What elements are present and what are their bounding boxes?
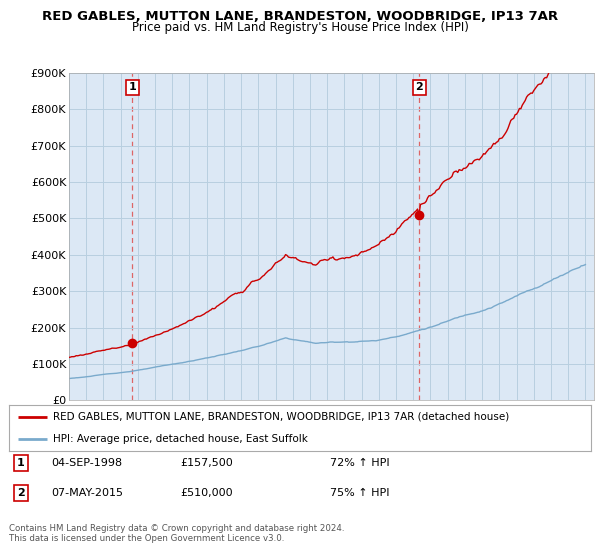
Text: HPI: Average price, detached house, East Suffolk: HPI: Average price, detached house, East… — [53, 434, 308, 444]
Text: 2: 2 — [415, 82, 423, 92]
Text: 1: 1 — [128, 82, 136, 92]
Text: 75% ↑ HPI: 75% ↑ HPI — [330, 488, 389, 498]
Text: RED GABLES, MUTTON LANE, BRANDESTON, WOODBRIDGE, IP13 7AR (detached house): RED GABLES, MUTTON LANE, BRANDESTON, WOO… — [53, 412, 509, 422]
Text: £157,500: £157,500 — [180, 458, 233, 468]
Text: £510,000: £510,000 — [180, 488, 233, 498]
Text: Price paid vs. HM Land Registry's House Price Index (HPI): Price paid vs. HM Land Registry's House … — [131, 21, 469, 34]
Text: 72% ↑ HPI: 72% ↑ HPI — [330, 458, 389, 468]
Text: 07-MAY-2015: 07-MAY-2015 — [51, 488, 123, 498]
Text: RED GABLES, MUTTON LANE, BRANDESTON, WOODBRIDGE, IP13 7AR: RED GABLES, MUTTON LANE, BRANDESTON, WOO… — [42, 10, 558, 23]
Text: Contains HM Land Registry data © Crown copyright and database right 2024.
This d: Contains HM Land Registry data © Crown c… — [9, 524, 344, 543]
Text: 2: 2 — [17, 488, 25, 498]
Text: 1: 1 — [17, 458, 25, 468]
Text: 04-SEP-1998: 04-SEP-1998 — [51, 458, 122, 468]
